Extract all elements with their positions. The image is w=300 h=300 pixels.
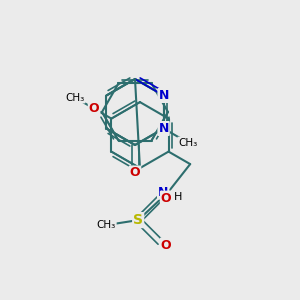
- Text: N: N: [158, 122, 169, 135]
- Text: O: O: [130, 167, 140, 179]
- Text: O: O: [161, 238, 172, 252]
- Text: S: S: [133, 213, 143, 227]
- Text: N: N: [158, 89, 169, 102]
- Text: O: O: [89, 102, 99, 115]
- Text: CH₃: CH₃: [65, 93, 85, 103]
- Text: CH₃: CH₃: [97, 220, 116, 230]
- Text: N: N: [158, 186, 168, 199]
- Text: O: O: [161, 192, 172, 205]
- Text: CH₃: CH₃: [178, 137, 197, 148]
- Text: H: H: [174, 192, 182, 202]
